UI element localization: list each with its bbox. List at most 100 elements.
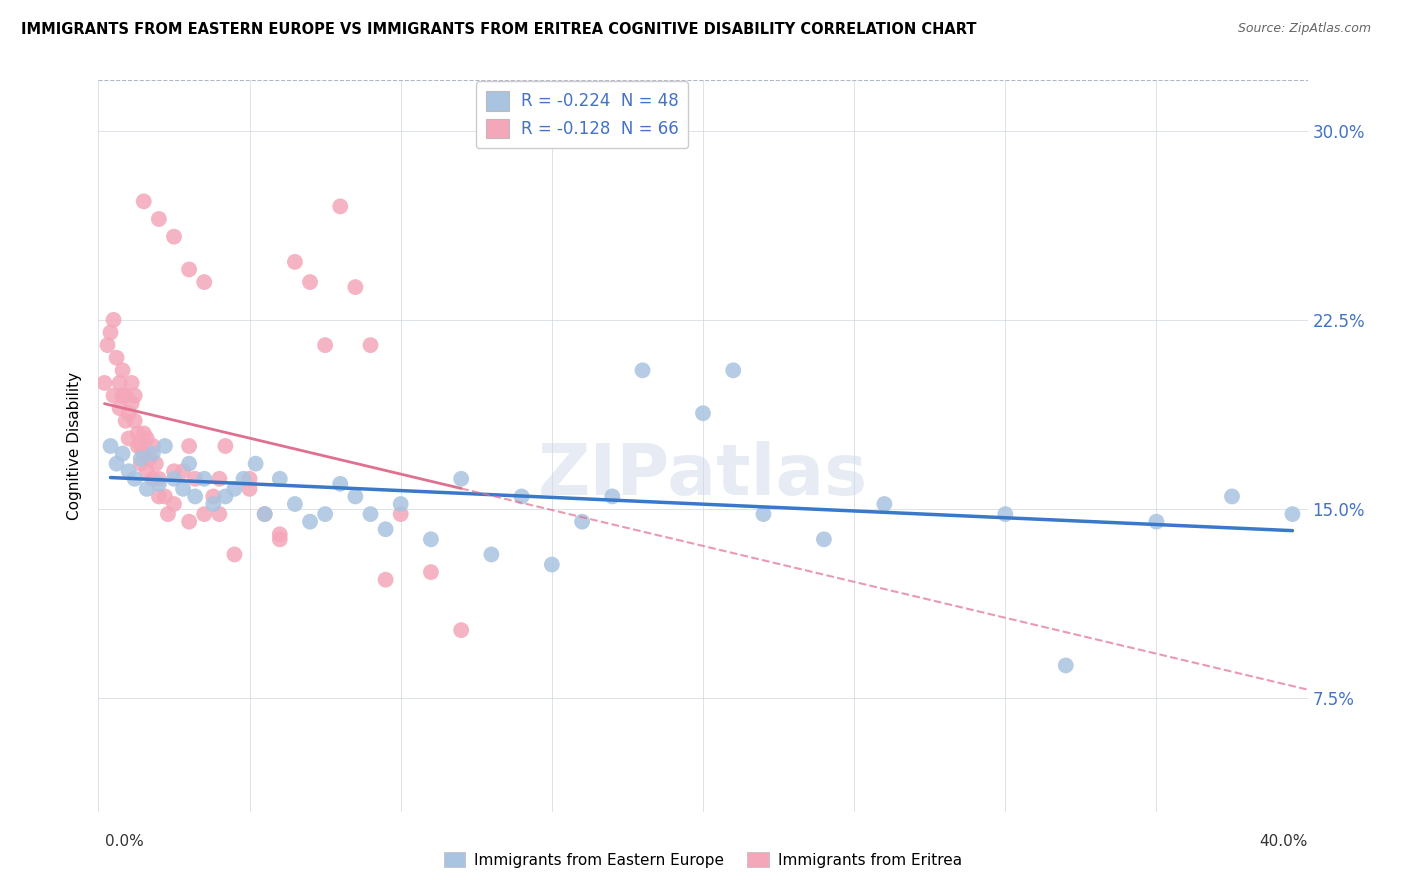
Point xyxy=(105,351,128,365)
Text: ZIPatlas: ZIPatlas xyxy=(538,441,868,509)
Point xyxy=(360,507,382,521)
Point xyxy=(692,406,714,420)
Point xyxy=(100,326,122,340)
Point xyxy=(148,212,170,227)
Point xyxy=(148,490,170,504)
Point xyxy=(163,497,186,511)
Point xyxy=(129,457,152,471)
Point xyxy=(93,376,115,390)
Point xyxy=(253,507,276,521)
Point xyxy=(329,476,352,491)
Point xyxy=(129,439,152,453)
Point xyxy=(450,623,472,637)
Point xyxy=(389,497,412,511)
Point xyxy=(121,396,143,410)
Point xyxy=(127,426,149,441)
Point xyxy=(202,497,225,511)
Point xyxy=(111,363,134,377)
Point xyxy=(172,464,194,478)
Text: 0.0%: 0.0% xyxy=(105,834,145,849)
Point xyxy=(374,573,396,587)
Point xyxy=(124,388,146,402)
Point xyxy=(1144,515,1167,529)
Point xyxy=(723,363,745,377)
Point xyxy=(214,439,236,453)
Point xyxy=(450,472,472,486)
Point xyxy=(374,522,396,536)
Point xyxy=(179,439,201,453)
Point xyxy=(172,482,194,496)
Point xyxy=(114,414,136,428)
Point xyxy=(127,439,149,453)
Point xyxy=(153,439,176,453)
Point xyxy=(314,507,336,521)
Point xyxy=(121,376,143,390)
Point xyxy=(571,515,593,529)
Point xyxy=(253,507,276,521)
Point xyxy=(132,194,155,209)
Point xyxy=(184,490,207,504)
Point xyxy=(360,338,382,352)
Point xyxy=(179,262,201,277)
Point xyxy=(100,439,122,453)
Point xyxy=(344,280,367,294)
Point xyxy=(142,446,165,460)
Point xyxy=(163,472,186,486)
Point xyxy=(269,533,291,547)
Point xyxy=(389,507,412,521)
Point xyxy=(111,446,134,460)
Point xyxy=(208,507,231,521)
Point xyxy=(344,490,367,504)
Point xyxy=(239,482,262,496)
Text: Source: ZipAtlas.com: Source: ZipAtlas.com xyxy=(1237,22,1371,36)
Point xyxy=(179,515,201,529)
Point xyxy=(510,490,533,504)
Point xyxy=(214,490,236,504)
Point xyxy=(163,229,186,244)
Point xyxy=(284,497,307,511)
Point xyxy=(132,426,155,441)
Point xyxy=(142,472,165,486)
Point xyxy=(329,199,352,213)
Legend: Immigrants from Eastern Europe, Immigrants from Eritrea: Immigrants from Eastern Europe, Immigran… xyxy=(437,846,969,873)
Point xyxy=(142,439,165,453)
Point xyxy=(239,472,262,486)
Point xyxy=(1220,490,1243,504)
Point xyxy=(148,472,170,486)
Point xyxy=(139,451,162,466)
Point xyxy=(245,457,267,471)
Point xyxy=(1281,507,1303,521)
Y-axis label: Cognitive Disability: Cognitive Disability xyxy=(67,372,83,520)
Point xyxy=(284,255,307,269)
Point xyxy=(269,527,291,541)
Text: 40.0%: 40.0% xyxy=(1260,834,1308,849)
Point xyxy=(314,338,336,352)
Point xyxy=(299,275,322,289)
Point xyxy=(873,497,896,511)
Legend: R = -0.224  N = 48, R = -0.128  N = 66: R = -0.224 N = 48, R = -0.128 N = 66 xyxy=(475,81,689,148)
Point xyxy=(96,338,118,352)
Point xyxy=(156,507,179,521)
Point xyxy=(813,533,835,547)
Point xyxy=(420,533,443,547)
Point xyxy=(420,565,443,579)
Point xyxy=(132,446,155,460)
Point xyxy=(481,548,503,562)
Point xyxy=(105,457,128,471)
Point xyxy=(163,464,186,478)
Point xyxy=(193,507,215,521)
Point xyxy=(114,388,136,402)
Point xyxy=(224,548,246,562)
Point xyxy=(1054,658,1077,673)
Point xyxy=(118,406,141,420)
Point xyxy=(118,464,141,478)
Point xyxy=(129,451,152,466)
Point xyxy=(179,457,201,471)
Point xyxy=(108,376,131,390)
Point xyxy=(153,490,176,504)
Point xyxy=(124,414,146,428)
Point xyxy=(232,472,254,486)
Point xyxy=(752,507,775,521)
Point xyxy=(224,482,246,496)
Point xyxy=(540,558,562,572)
